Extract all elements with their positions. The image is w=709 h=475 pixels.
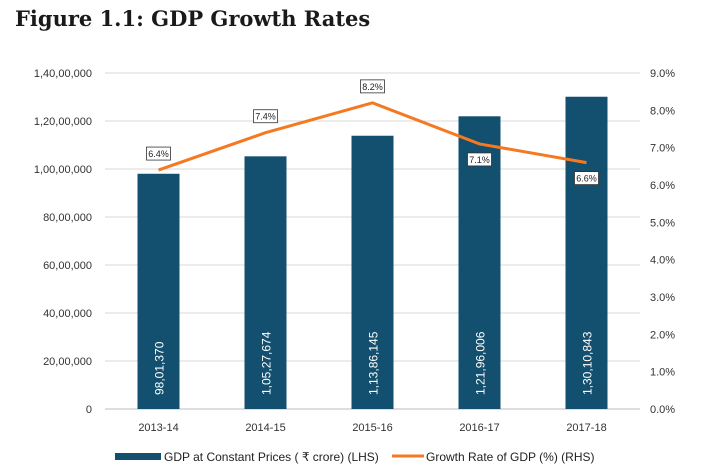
bar-value-label: 1,05,27,674 (260, 331, 274, 395)
left-tick-label: 80,00,000 (43, 212, 92, 224)
right-tick-label: 6.0% (650, 180, 675, 192)
category-label: 2017-18 (566, 422, 606, 434)
category-label: 2014-15 (245, 422, 285, 434)
left-tick-label: 40,00,000 (43, 308, 92, 320)
bar (565, 96, 608, 409)
legend-label-bar: GDP at Constant Prices ( ₹ crore) (LHS) (164, 450, 379, 464)
legend-swatch-bar (115, 453, 161, 460)
line-data-label: 6.4% (148, 149, 169, 159)
bar (244, 156, 287, 409)
growth-line (158, 101, 587, 172)
left-tick-label: 60,00,000 (43, 260, 92, 272)
category-label: 2013-14 (138, 422, 178, 434)
line-data-label: 7.1% (469, 155, 490, 165)
chart-title: Figure 1.1: GDP Growth Rates (15, 6, 371, 31)
category-label: 2015-16 (352, 422, 392, 434)
right-tick-label: 1.0% (650, 367, 675, 379)
left-tick-label: 1,20,00,000 (34, 116, 92, 128)
left-tick-label: 0 (86, 404, 92, 416)
right-tick-label: 4.0% (650, 255, 675, 267)
bar (351, 135, 394, 409)
data-label-box (146, 146, 171, 161)
bar-value-label: 1,21,96,006 (474, 331, 488, 395)
left-tick-label: 1,00,00,000 (34, 164, 92, 176)
right-tick-label: 3.0% (650, 292, 675, 304)
line-data-label: 7.4% (255, 112, 276, 122)
data-label-box (574, 171, 599, 186)
bar-value-label: 98,01,370 (153, 341, 167, 395)
right-tick-label: 0.0% (650, 404, 675, 416)
left-tick-label: 20,00,000 (43, 356, 92, 368)
line-data-label: 8.2% (362, 82, 383, 92)
right-tick-label: 2.0% (650, 329, 675, 341)
right-tick-label: 9.0% (650, 68, 675, 80)
bar (137, 173, 180, 409)
category-label: 2016-17 (459, 422, 499, 434)
legend-label-line: Growth Rate of GDP (%) (RHS) (426, 450, 594, 464)
left-tick-label: 1,40,00,000 (34, 68, 92, 80)
line-data-label: 6.6% (576, 174, 597, 184)
bar-value-label: 1,30,10,843 (581, 331, 595, 395)
bar-value-label: 1,13,86,145 (367, 331, 381, 395)
data-label-box (467, 152, 492, 167)
right-tick-label: 7.0% (650, 143, 675, 155)
right-tick-label: 8.0% (650, 105, 675, 117)
right-tick-label: 5.0% (650, 217, 675, 229)
data-label-box (253, 109, 278, 124)
data-label-box (360, 79, 385, 94)
